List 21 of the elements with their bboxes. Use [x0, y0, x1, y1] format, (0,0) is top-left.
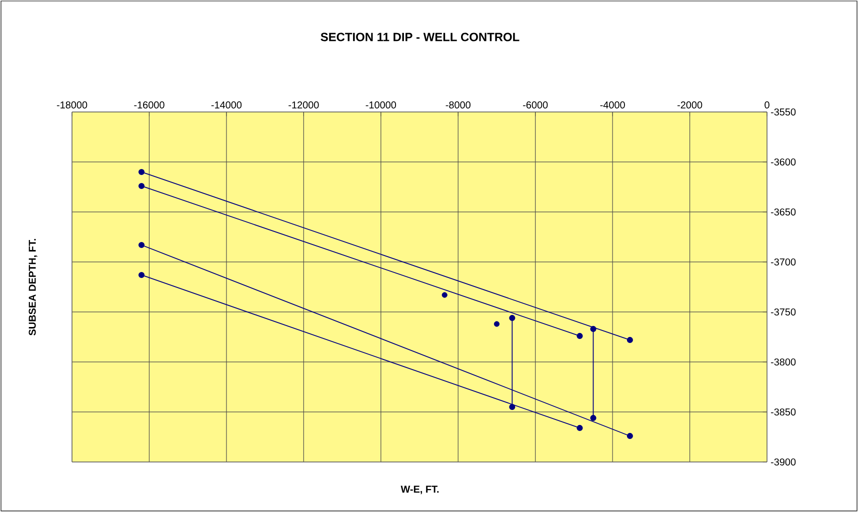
x-axis-title: W-E, FT.: [400, 486, 439, 494]
y-tick-label: -3850: [770, 408, 796, 416]
y-tick-label: -3800: [770, 358, 796, 366]
chart-title: SECTION 11 DIP - WELL CONTROL: [320, 32, 520, 42]
x-tick-label: -14000: [211, 101, 242, 108]
x-tick-label: -16000: [134, 101, 164, 108]
y-tick-label: -3650: [770, 208, 796, 216]
x-tick-label: -2000: [677, 101, 702, 108]
y-tick-label: -3750: [770, 308, 796, 316]
y-axis-title: SUBSEA DEPTH, FT.: [28, 238, 38, 336]
y-tick-label: -3700: [770, 258, 796, 266]
x-tick-label: -6000: [523, 101, 548, 108]
x-tick-label: -8000: [446, 101, 470, 108]
y-tick-label: -3550: [770, 108, 796, 116]
x-tick-label: -12000: [288, 101, 319, 108]
x-tick-label: -4000: [600, 101, 625, 108]
x-tick-label: 0: [764, 101, 770, 108]
x-tick-label: -18000: [56, 101, 88, 108]
x-tick-label: -10000: [366, 101, 396, 108]
y-tick-label: -3900: [770, 458, 796, 466]
y-tick-label: -3600: [770, 158, 796, 166]
